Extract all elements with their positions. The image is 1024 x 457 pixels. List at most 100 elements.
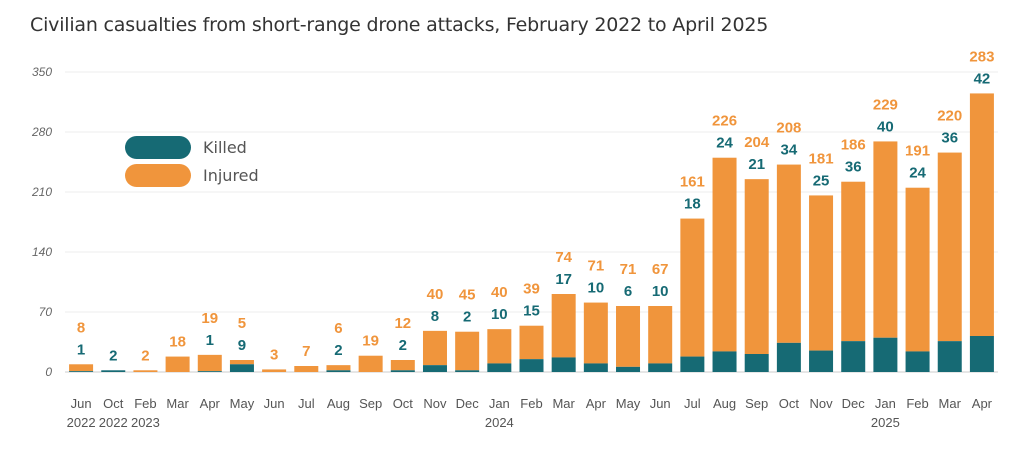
- bar-killed: [937, 341, 962, 372]
- injured-value-label: 2: [141, 347, 149, 364]
- bar-injured: [616, 306, 641, 367]
- injured-value-label: 161: [680, 174, 705, 191]
- killed-value-label: 34: [781, 142, 798, 159]
- x-tick-year-label: 2023: [131, 415, 160, 430]
- x-tick-label: Apr: [586, 396, 607, 411]
- bar-killed: [422, 365, 447, 372]
- killed-value-label: 1: [77, 341, 85, 358]
- bar-injured: [262, 369, 287, 372]
- x-tick-label: May: [230, 396, 255, 411]
- x-tick-label: Nov: [809, 396, 833, 411]
- injured-value-label: 5: [238, 315, 246, 332]
- injured-value-label: 208: [776, 120, 801, 137]
- killed-value-label: 8: [431, 308, 439, 325]
- bar-killed: [873, 337, 898, 372]
- killed-value-label: 1: [206, 332, 214, 349]
- bar-killed: [776, 342, 801, 372]
- bar-killed: [712, 351, 737, 372]
- bar-injured: [809, 195, 834, 351]
- bar-injured: [905, 187, 930, 352]
- killed-value-label: 9: [238, 337, 246, 354]
- bar-killed: [744, 354, 769, 372]
- x-tick-label: Mar: [166, 396, 189, 411]
- legend-swatch-killed: [125, 136, 191, 159]
- bar-injured: [648, 306, 673, 364]
- x-tick-label: Sep: [745, 396, 768, 411]
- y-tick-label: 280: [31, 125, 52, 139]
- x-tick-label: Jun: [650, 396, 671, 411]
- injured-value-label: 12: [394, 315, 411, 332]
- x-tick-label: Apr: [200, 396, 221, 411]
- injured-value-label: 45: [459, 287, 476, 304]
- injured-value-label: 186: [841, 137, 866, 154]
- bar-injured: [680, 218, 705, 357]
- legend-swatch-injured: [125, 164, 191, 187]
- bar-injured: [519, 325, 544, 360]
- bar-injured: [422, 330, 447, 366]
- bar-injured: [744, 179, 769, 354]
- bar-killed: [197, 371, 222, 372]
- x-tick-label: Oct: [393, 396, 414, 411]
- killed-value-label: 18: [684, 196, 701, 213]
- injured-value-label: 71: [588, 258, 605, 275]
- injured-value-label: 226: [712, 113, 737, 130]
- bar-injured: [841, 181, 866, 342]
- x-tick-year-label: 2022: [99, 415, 128, 430]
- killed-value-label: 2: [399, 337, 407, 354]
- x-tick-label: Apr: [972, 396, 993, 411]
- bar-killed: [583, 363, 608, 372]
- killed-value-label: 40: [877, 118, 894, 135]
- injured-value-label: 40: [491, 284, 508, 301]
- injured-value-label: 7: [302, 343, 310, 360]
- killed-value-label: 21: [748, 156, 765, 173]
- bar-injured: [390, 360, 415, 371]
- x-tick-label: Mar: [552, 396, 575, 411]
- bar-killed: [648, 363, 673, 372]
- x-tick-label: Oct: [103, 396, 124, 411]
- killed-value-label: 24: [716, 135, 733, 152]
- killed-value-label: 10: [652, 283, 669, 300]
- killed-value-label: 2: [109, 347, 117, 364]
- bar-killed: [905, 351, 930, 372]
- injured-value-label: 19: [362, 333, 379, 350]
- bar-killed: [390, 370, 415, 372]
- killed-value-label: 15: [523, 303, 540, 320]
- x-tick-label: Feb: [134, 396, 156, 411]
- bar-injured: [551, 294, 576, 358]
- x-tick-label: Dec: [842, 396, 866, 411]
- chart-title: Civilian casualties from short-range dro…: [30, 14, 769, 36]
- bar-injured: [197, 354, 222, 372]
- x-tick-label: Jun: [71, 396, 92, 411]
- x-tick-label: Jan: [489, 396, 510, 411]
- injured-value-label: 191: [905, 143, 930, 160]
- killed-value-label: 36: [941, 130, 958, 147]
- bar-injured: [776, 164, 801, 343]
- y-tick-label: 350: [32, 65, 52, 79]
- killed-value-label: 10: [491, 306, 508, 323]
- y-tick-label: 0: [45, 365, 52, 379]
- bar-killed: [680, 356, 705, 372]
- bar-killed: [551, 357, 576, 372]
- y-tick-label: 210: [31, 185, 52, 199]
- injured-value-label: 18: [169, 334, 186, 351]
- injured-value-label: 67: [652, 261, 669, 278]
- killed-value-label: 10: [588, 280, 605, 297]
- bar-injured: [229, 360, 254, 365]
- killed-value-label: 24: [909, 165, 926, 182]
- injured-value-label: 39: [523, 281, 540, 298]
- killed-value-label: 2: [334, 342, 342, 359]
- x-tick-label: Jun: [264, 396, 285, 411]
- injured-value-label: 204: [744, 134, 770, 151]
- bar-injured: [455, 331, 480, 371]
- x-tick-label: Sep: [359, 396, 382, 411]
- x-tick-label: Feb: [906, 396, 928, 411]
- x-tick-label: Aug: [713, 396, 736, 411]
- bar-injured: [937, 152, 962, 342]
- y-tick-label: 70: [39, 305, 53, 319]
- legend-label-killed: Killed: [203, 138, 247, 157]
- bar-killed: [616, 366, 641, 372]
- legend-label-injured: Injured: [203, 166, 259, 185]
- bar-killed: [519, 359, 544, 372]
- killed-value-label: 36: [845, 159, 862, 176]
